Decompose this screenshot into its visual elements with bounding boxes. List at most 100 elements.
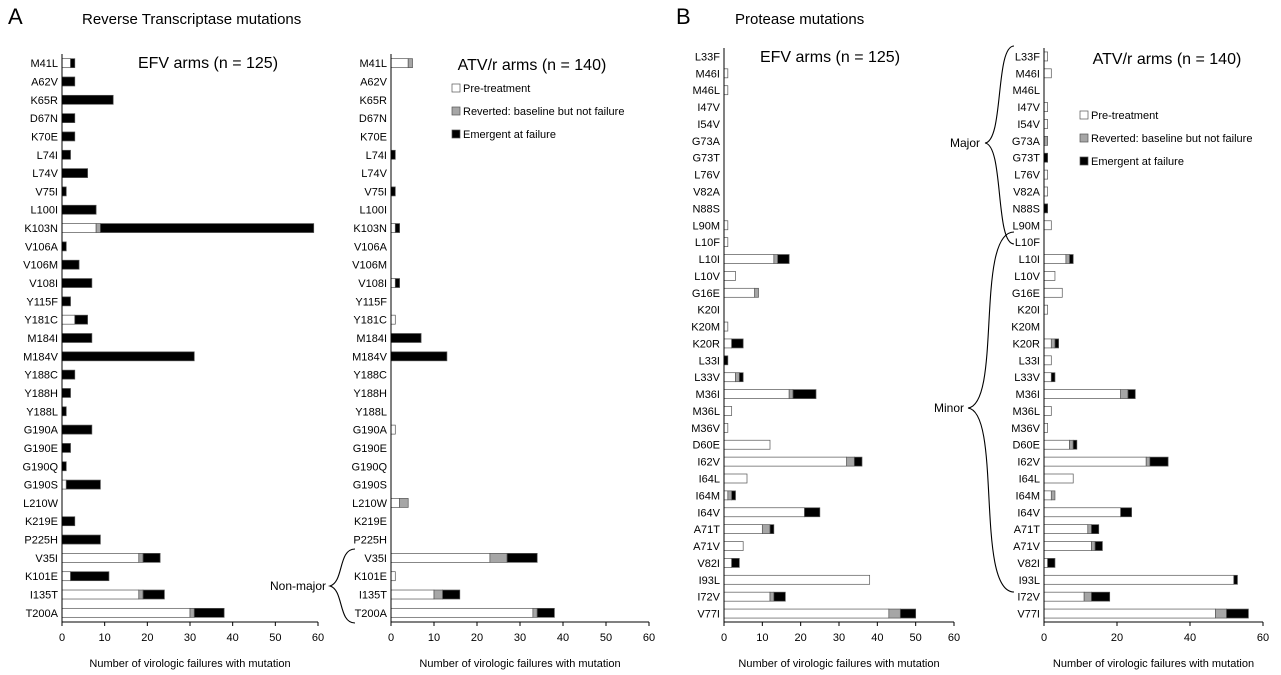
x-axis-label: Number of virologic failures with mutati… (89, 658, 290, 670)
category-label: L10F (1015, 237, 1040, 249)
bar-pre (1043, 507, 1122, 518)
x-tick-label: 10 (756, 632, 768, 644)
category-label: L76V (694, 170, 720, 182)
x-axis-label: Number of virologic failures with mutati… (1053, 658, 1254, 670)
bar-pre (1043, 355, 1052, 366)
legend-swatch-pre (451, 83, 461, 93)
category-label: Y181C (353, 315, 387, 327)
category-label: I64L (699, 474, 720, 486)
bar-emg (61, 534, 101, 545)
category-label: M184V (23, 351, 59, 363)
bar-emg (1226, 608, 1249, 619)
bar-pre (1043, 102, 1049, 112)
bar-pre (61, 553, 140, 563)
bar-emg (61, 149, 71, 160)
category-label: L33F (695, 51, 720, 63)
x-tick-label: 0 (59, 632, 65, 644)
bar-pre (1043, 456, 1147, 467)
x-tick-label: 50 (600, 632, 612, 644)
bar-pre (61, 607, 191, 618)
category-label: M46L (692, 85, 720, 97)
bar-pre (723, 439, 771, 450)
bar-emg (394, 223, 400, 233)
category-label: L10F (695, 237, 720, 249)
bar-emg (61, 406, 67, 417)
bar-emg (61, 369, 76, 380)
category-label: I54V (697, 119, 720, 131)
category-label: K103N (353, 223, 387, 235)
chart-title: ATV/r arms (n = 140) (458, 57, 607, 74)
bar-rev (773, 254, 779, 264)
bar-rev (1050, 490, 1056, 501)
category-label: M36L (692, 406, 720, 418)
bar-rev (1145, 456, 1151, 467)
category-label: M36L (1012, 406, 1040, 418)
category-label: V108I (358, 278, 387, 290)
x-tick-label: 30 (184, 632, 196, 644)
bar-emg (1050, 372, 1056, 383)
x-tick-label: 30 (514, 632, 526, 644)
bar-emg (792, 389, 817, 399)
bar-pre (61, 571, 71, 582)
bar-pre (723, 473, 748, 484)
x-tick-label: 30 (833, 632, 845, 644)
bar-emg (769, 524, 775, 534)
category-label: G190S (353, 480, 387, 492)
bar-pre (390, 571, 396, 582)
panel-b-letter: B (676, 4, 691, 29)
bar-rev (1065, 254, 1070, 264)
category-label: G16E (1012, 288, 1040, 300)
category-label: G73A (1012, 136, 1041, 148)
bar-emg (61, 241, 67, 252)
bar-pre (723, 68, 729, 79)
panel-a-title: Reverse Transcriptase mutations (82, 11, 301, 28)
bar-emg (1047, 558, 1056, 568)
bar-pre (1043, 406, 1052, 416)
category-label: D67N (359, 113, 387, 125)
x-tick-label: 60 (948, 632, 960, 644)
category-label: V77I (697, 609, 720, 621)
x-tick-label: 0 (388, 632, 394, 644)
category-label: V106M (23, 260, 58, 272)
bar-emg (1072, 439, 1078, 450)
bar-emg (723, 355, 729, 366)
bar-emg (506, 553, 538, 563)
category-label: L10V (1014, 271, 1040, 283)
bar-emg (390, 351, 448, 362)
category-label: M41L (359, 58, 387, 70)
bar-pre (723, 591, 771, 602)
category-label: Y115F (26, 296, 58, 308)
bar-rev (433, 589, 443, 600)
panel-a-letter: A (8, 4, 23, 29)
bar-pre (723, 287, 756, 298)
legend-swatch-emg (451, 129, 461, 139)
bar-emg (100, 223, 315, 233)
bar-pre (1043, 591, 1085, 602)
category-label: M184I (356, 333, 387, 345)
bar-emg (731, 338, 744, 349)
bar-pre (1043, 220, 1052, 231)
legend-swatch-emg (1079, 156, 1089, 166)
bar-emg (536, 607, 555, 618)
x-tick-label: 0 (721, 632, 727, 644)
category-label: K20R (692, 338, 720, 350)
category-label: Y188C (353, 370, 387, 382)
category-label: A62V (360, 76, 388, 88)
bar-emg (61, 516, 76, 527)
panel-b-title: Protease mutations (735, 11, 864, 28)
bar-emg (61, 76, 76, 87)
category-label: G73T (1012, 153, 1040, 165)
bar-emg (1233, 574, 1238, 585)
major-bracket: Major (950, 45, 1015, 245)
bar-emg (1091, 524, 1100, 534)
bar-pre (1043, 186, 1049, 197)
category-label: L33V (1014, 372, 1040, 384)
category-label: L74V (361, 168, 387, 180)
category-label: K70E (31, 131, 58, 143)
bar-pre (390, 58, 409, 69)
bar-pre (1043, 287, 1063, 298)
bar-emg (394, 278, 400, 288)
category-label: V77I (1017, 609, 1040, 621)
bar-pre (723, 321, 729, 332)
category-label: K65R (30, 95, 58, 107)
